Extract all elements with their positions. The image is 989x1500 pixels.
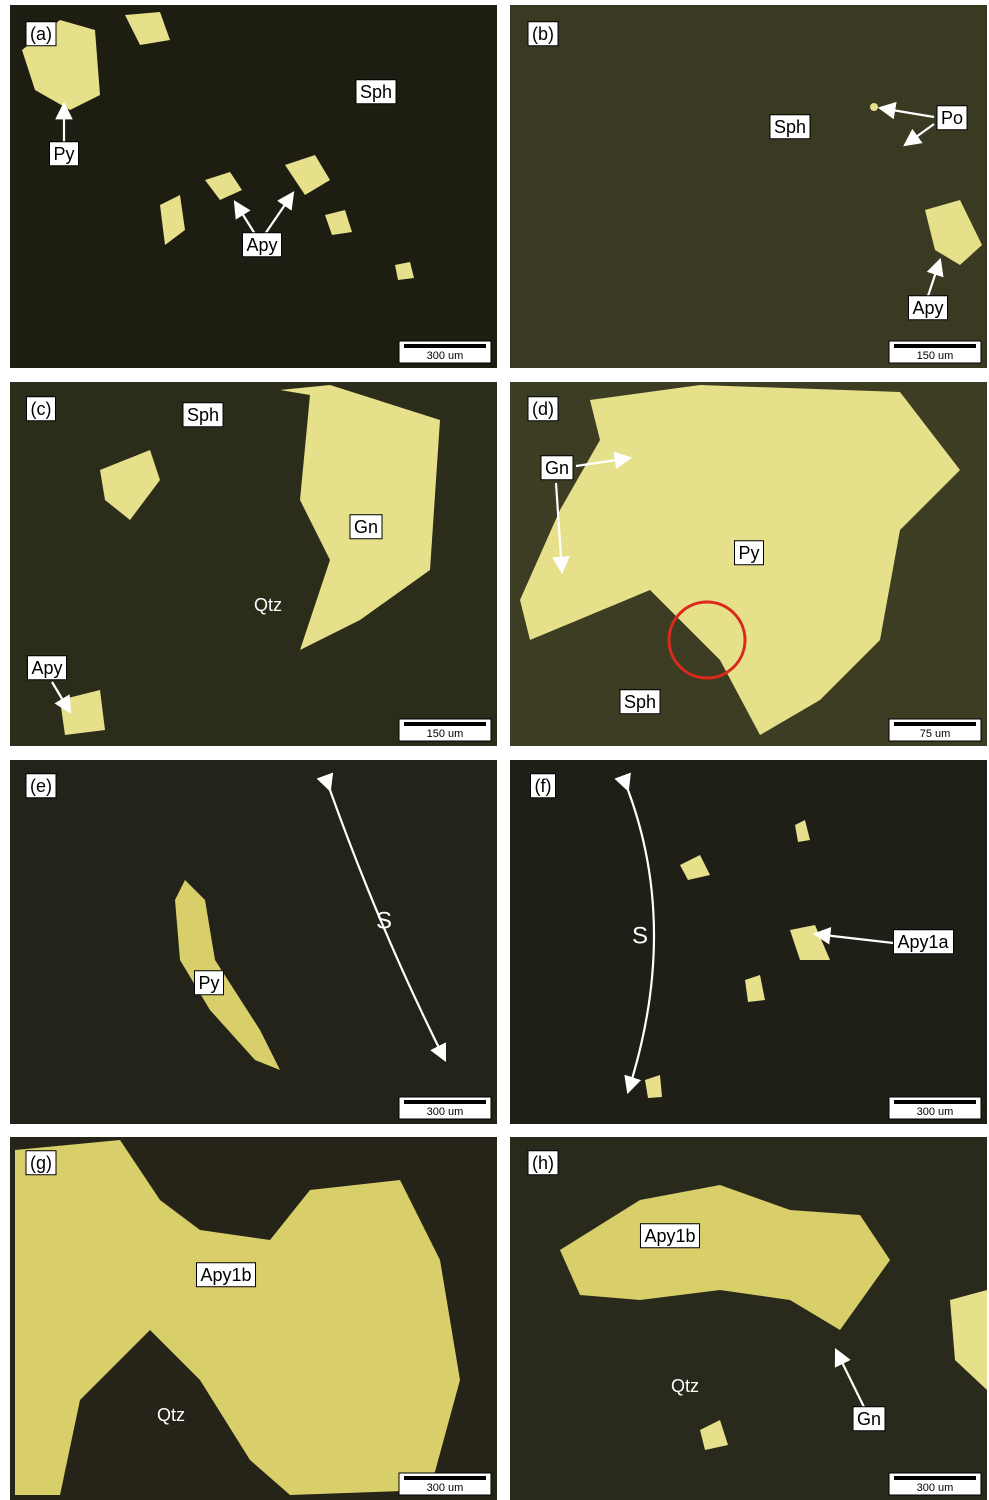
annotation-group: Po xyxy=(937,106,967,130)
annotation-group: Apy xyxy=(242,233,281,257)
annotation-group: Sph xyxy=(770,115,810,139)
scale-bar-label: 300 um xyxy=(917,1482,954,1494)
annotation-group: Gn xyxy=(350,515,382,539)
panel-label: (d) xyxy=(532,399,554,419)
annotation: Py xyxy=(738,543,759,563)
panel-label-group: (d) xyxy=(528,397,558,421)
annotation-group: Apy xyxy=(27,656,66,680)
annotation: Py xyxy=(53,144,74,164)
annotation: Sph xyxy=(360,82,392,102)
annotation: Qtz xyxy=(671,1376,699,1396)
annotation: Apy1b xyxy=(644,1226,695,1246)
annotation: Apy xyxy=(31,658,62,678)
annotation: Apy xyxy=(246,235,277,255)
annotation: Apy1a xyxy=(897,932,949,952)
annotation-group: Apy1a xyxy=(893,930,953,954)
figure: (a) Py Sph Apy 300 um (b) Po Sph Apy 150 um (c) Sph… xyxy=(0,0,989,1500)
panel-label-group: (c) xyxy=(27,397,56,421)
annotation: Sph xyxy=(624,692,656,712)
scale-bar-label: 150 um xyxy=(917,350,954,362)
annotation-group: Gn xyxy=(541,456,573,480)
panel-label-group: (a) xyxy=(26,22,56,46)
annotation-group: Py xyxy=(734,541,763,565)
scale-bar-label: 300 um xyxy=(917,1106,954,1118)
annotation-group: Sph xyxy=(356,80,396,104)
annotation: Sph xyxy=(187,405,219,425)
scale-bar-label: 300 um xyxy=(427,1106,464,1118)
panel-label-group: (e) xyxy=(26,774,56,798)
annotation-group: Apy1b xyxy=(196,1263,255,1287)
scale-bar-label: 300 um xyxy=(427,1482,464,1494)
annotation: Qtz xyxy=(157,1405,185,1425)
annotation: S xyxy=(632,922,648,949)
panel-label-group: (g) xyxy=(26,1151,56,1175)
annotation: Gn xyxy=(545,458,569,478)
annotation-group: Gn xyxy=(853,1407,885,1431)
annotation-group: Apy1b xyxy=(640,1224,699,1248)
annotation-group: Sph xyxy=(620,690,660,714)
panel-label-group: (f) xyxy=(531,774,556,798)
panel-label: (a) xyxy=(30,24,52,44)
panel-label: (c) xyxy=(31,399,52,419)
panel-image xyxy=(10,760,497,1124)
annotation-group: Sph xyxy=(183,403,223,427)
panel-label: (h) xyxy=(532,1153,554,1173)
annotation: Gn xyxy=(354,517,378,537)
panel-label-group: (b) xyxy=(528,22,558,46)
annotation: Po xyxy=(941,108,963,128)
panel-label: (e) xyxy=(30,776,52,796)
panel-image xyxy=(510,1137,987,1500)
panel-label: (g) xyxy=(30,1153,52,1173)
scale-bar-label: 75 um xyxy=(920,728,951,740)
annotation: S xyxy=(376,907,392,934)
annotation-group: Py xyxy=(194,971,223,995)
annotation: Apy xyxy=(912,298,943,318)
annotation: Sph xyxy=(774,117,806,137)
annotation: Qtz xyxy=(254,595,282,615)
panel-label-group: (h) xyxy=(528,1151,558,1175)
panel-label: (b) xyxy=(532,24,554,44)
annotation: Apy1b xyxy=(200,1265,251,1285)
grain xyxy=(870,103,878,111)
annotation-group: Apy xyxy=(908,296,947,320)
panel-label: (f) xyxy=(535,776,552,796)
annotation: Py xyxy=(198,973,219,993)
scale-bar-label: 150 um xyxy=(427,728,464,740)
annotation-group: Py xyxy=(49,142,78,166)
scale-bar-label: 300 um xyxy=(427,350,464,362)
annotation: Gn xyxy=(857,1409,881,1429)
